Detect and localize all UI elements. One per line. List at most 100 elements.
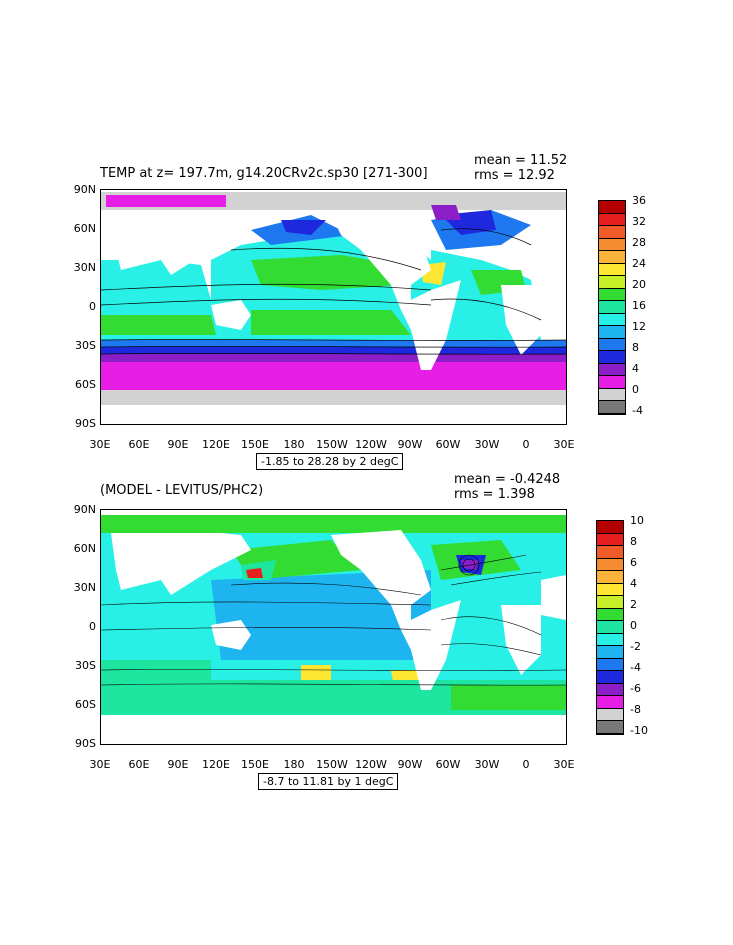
top-lon-label: 120W	[355, 438, 387, 451]
colorbar-swatch	[599, 326, 625, 339]
top-lat-label-30N: 30N	[73, 261, 96, 274]
top-lon-label: 30E	[89, 438, 111, 451]
colorbar-tick-label: 0	[630, 619, 637, 632]
top-lon-label: 60E	[128, 438, 150, 451]
colorbar-swatch	[597, 521, 623, 534]
colorbar-swatch	[599, 226, 625, 239]
bottom-lon-label: 0	[522, 758, 530, 771]
top-lat-label-eq: 0	[89, 300, 96, 313]
bottom-colorbar	[596, 520, 624, 735]
bottom-lon-label: 30E	[89, 758, 111, 771]
colorbar-tick-label: 12	[632, 320, 646, 333]
bottom-lat-label-90N: 90N	[73, 503, 96, 516]
bottom-map-mean: mean = -0.4248	[454, 472, 561, 487]
bottom-lon-label: 60W	[435, 758, 461, 771]
colorbar-swatch	[597, 583, 623, 596]
colorbar-swatch	[597, 558, 623, 571]
colorbar-tick-label: 20	[632, 278, 646, 291]
colorbar-swatch	[599, 263, 625, 276]
bottom-lon-label: 30W	[474, 758, 500, 771]
colorbar-tick-label: 8	[630, 535, 637, 548]
bottom-lon-label: 180	[283, 758, 305, 771]
colorbar-swatch	[599, 276, 625, 289]
top-lon-label: 30E	[553, 438, 575, 451]
colorbar-tick-label: 0	[632, 383, 639, 396]
colorbar-tick-label: 32	[632, 215, 646, 228]
bottom-lon-label: 150W	[316, 758, 348, 771]
colorbar-swatch	[599, 388, 625, 401]
colorbar-swatch	[597, 646, 623, 659]
top-lon-label: 0	[522, 438, 530, 451]
bottom-lon-label: 150E	[241, 758, 269, 771]
colorbar-swatch	[597, 571, 623, 584]
bottom-lon-label: 120E	[202, 758, 230, 771]
colorbar-tick-label: 16	[632, 299, 646, 312]
bottom-map-plot-area	[100, 509, 567, 745]
top-map-svg	[101, 192, 566, 405]
top-lon-label: 150E	[241, 438, 269, 451]
top-lat-label-60S: 60S	[75, 378, 96, 391]
colorbar-swatch	[597, 533, 623, 546]
top-map-title: TEMP at z= 197.7m, g14.20CRv2c.sp30 [271…	[100, 166, 428, 181]
colorbar-swatch	[599, 238, 625, 251]
bottom-lat-label-30S: 30S	[75, 659, 96, 672]
colorbar-tick-label: 2	[630, 598, 637, 611]
top-lon-label: 60W	[435, 438, 461, 451]
top-map-plot-area	[100, 189, 567, 425]
colorbar-tick-label: -2	[630, 640, 641, 653]
colorbar-tick-label: 24	[632, 257, 646, 270]
colorbar-tick-label: 4	[632, 362, 639, 375]
bottom-lon-label: 90W	[397, 758, 423, 771]
colorbar-swatch	[599, 351, 625, 364]
colorbar-swatch	[599, 201, 625, 214]
colorbar-swatch	[597, 658, 623, 671]
colorbar-swatch	[599, 213, 625, 226]
bottom-map-svg	[101, 510, 566, 744]
colorbar-swatch	[597, 546, 623, 559]
colorbar-tick-label: -6	[630, 682, 641, 695]
top-lat-label-90S: 90S	[75, 417, 96, 430]
bottom-lat-label-60N: 60N	[73, 542, 96, 555]
bottom-lon-label: 90E	[167, 758, 189, 771]
top-lon-label: 90E	[167, 438, 189, 451]
colorbar-swatch	[597, 683, 623, 696]
bottom-map-title: (MODEL - LEVITUS/PHC2)	[100, 483, 264, 498]
top-range-box: -1.85 to 28.28 by 2 degC	[256, 453, 404, 470]
top-map-rms: rms = 12.92	[474, 168, 555, 183]
colorbar-swatch	[597, 608, 623, 621]
bottom-lon-label: 120W	[355, 758, 387, 771]
top-lon-label: 180	[283, 438, 305, 451]
top-lon-label: 120E	[202, 438, 230, 451]
bottom-lat-label-eq: 0	[89, 620, 96, 633]
top-map-panel: TEMP at z= 197.7m, g14.20CRv2c.sp30 [271…	[0, 0, 733, 470]
top-lon-labels: 30E 60E 90E 120E 150E 180 150W 120W 90W …	[0, 438, 733, 452]
top-lon-label: 30W	[474, 438, 500, 451]
colorbar-tick-label: -8	[630, 703, 641, 716]
colorbar-tick-label: 8	[632, 341, 639, 354]
colorbar-swatch	[597, 708, 623, 721]
colorbar-swatch	[599, 401, 625, 414]
colorbar-tick-label: 4	[630, 577, 637, 590]
bottom-lon-label: 30E	[553, 758, 575, 771]
top-lon-label: 150W	[316, 438, 348, 451]
colorbar-swatch	[597, 633, 623, 646]
top-lat-label-30S: 30S	[75, 339, 96, 352]
colorbar-tick-label: 28	[632, 236, 646, 249]
colorbar-swatch	[597, 721, 623, 734]
bottom-lat-label-90S: 90S	[75, 737, 96, 750]
colorbar-swatch	[599, 363, 625, 376]
bottom-lon-label: 60E	[128, 758, 150, 771]
colorbar-swatch	[597, 671, 623, 684]
colorbar-tick-label: 6	[630, 556, 637, 569]
colorbar-swatch	[597, 621, 623, 634]
colorbar-tick-label: -4	[630, 661, 641, 674]
bottom-lat-label-60S: 60S	[75, 698, 96, 711]
top-colorbar-labels: 36 32 28 24 20 16 12 8 4 0 -4	[632, 194, 672, 424]
colorbar-swatch	[597, 696, 623, 709]
colorbar-swatch	[599, 313, 625, 326]
top-map-mean: mean = 11.52	[474, 153, 568, 168]
top-lat-label-90N: 90N	[73, 183, 96, 196]
top-lon-label: 90W	[397, 438, 423, 451]
top-colorbar	[598, 200, 626, 415]
